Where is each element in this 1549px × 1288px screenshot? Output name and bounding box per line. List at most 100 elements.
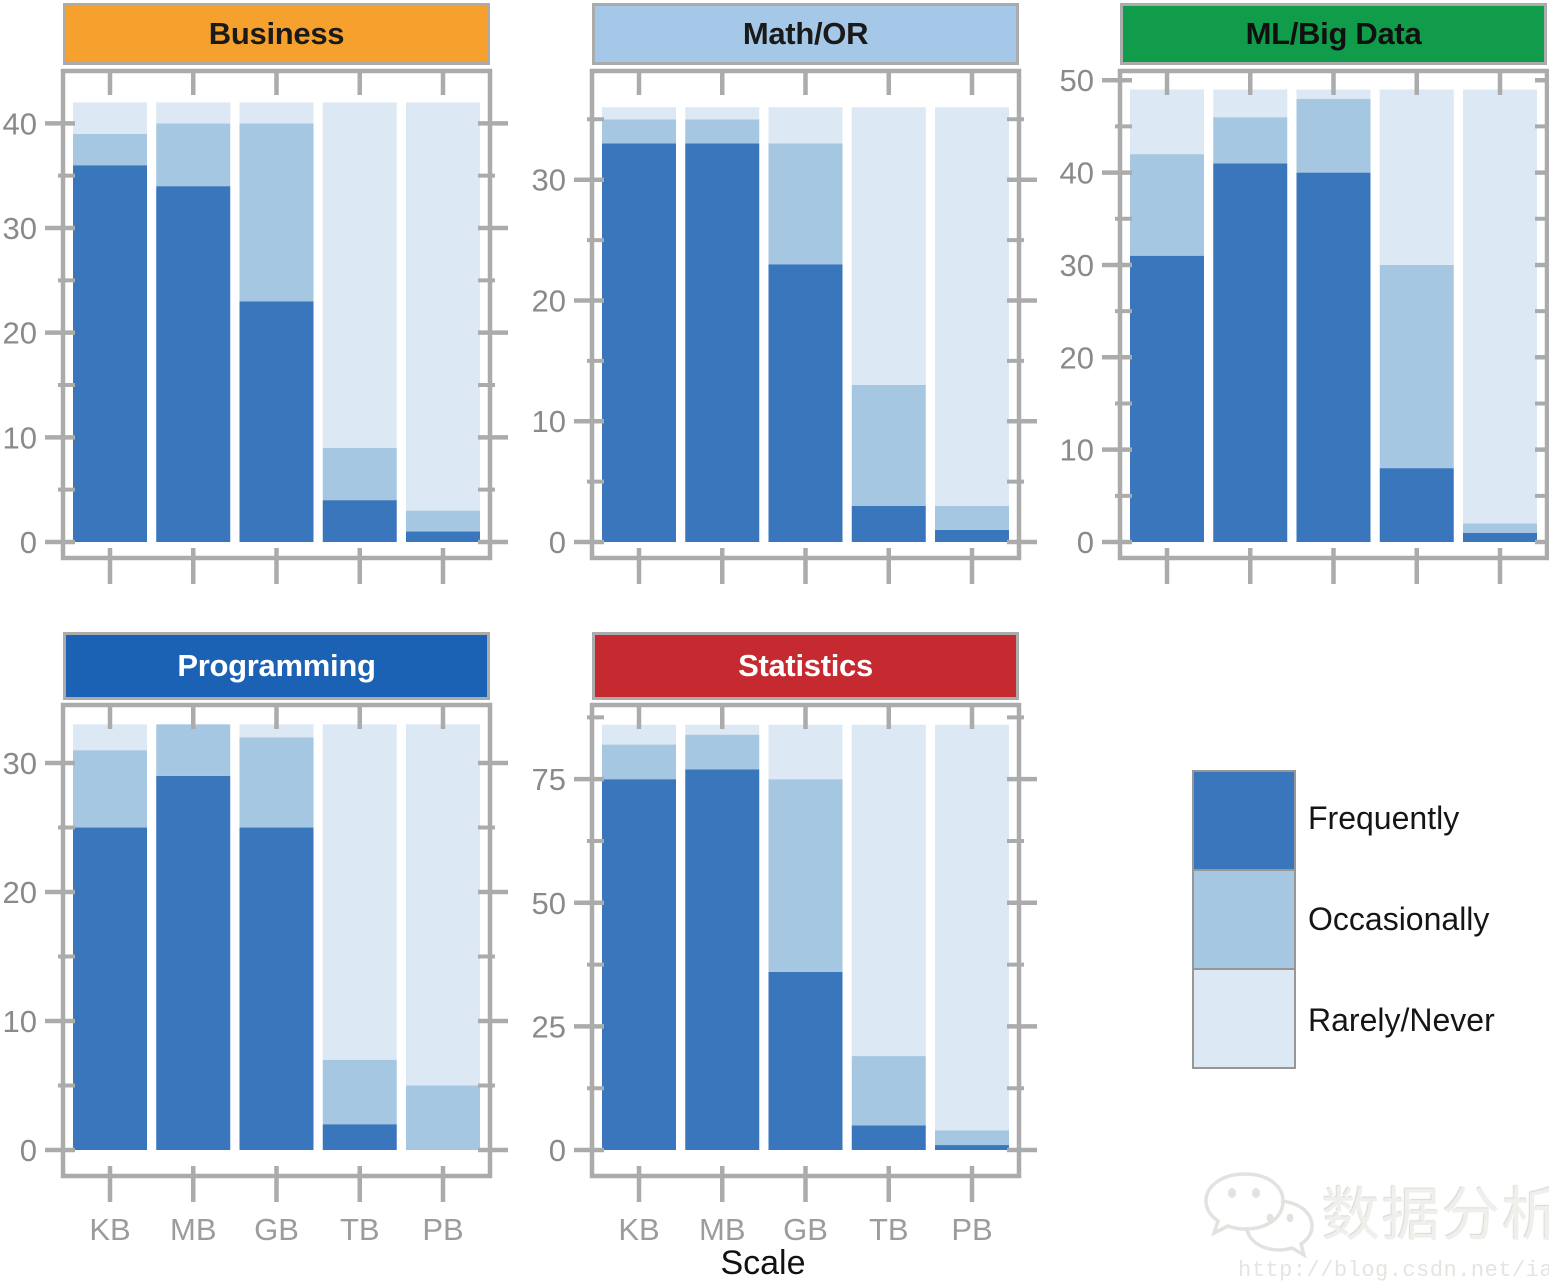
bar-segment-rarely-never-kb-ml — [1130, 89, 1204, 155]
bar-segment-occasionally-tb-ml — [1379, 264, 1454, 469]
bar-segment-frequently-gb-ml — [1296, 172, 1371, 542]
x-tick-label-mb-statistics: MB — [699, 1212, 746, 1247]
y-tick-label: 30 — [1060, 248, 1094, 283]
bar-segment-frequently-gb-mathor — [768, 264, 843, 542]
bar-segment-frequently-mb-ml — [1213, 163, 1288, 542]
y-tick-label: 0 — [20, 1133, 37, 1168]
panel-title-math-or: Math/OR — [742, 16, 869, 51]
bar-segment-frequently-gb-programming — [239, 827, 314, 1150]
bar-segment-occasionally-gb-programming — [239, 737, 314, 828]
y-tick-label: 40 — [1060, 156, 1094, 191]
panel-title-statistics: Statistics — [738, 648, 873, 683]
legend — [1192, 770, 1296, 1069]
panel-title-ml-big-data: ML/Big Data — [1245, 16, 1422, 51]
bar-segment-rarely-never-tb-mathor — [851, 107, 926, 385]
bar-segment-occasionally-kb-mathor — [602, 119, 676, 144]
bar-segment-rarely-never-gb-statistics — [768, 724, 843, 780]
bar-segment-frequently-tb-business — [322, 500, 397, 542]
legend-swatch-rarely-never — [1192, 968, 1296, 1069]
y-tick-label: 20 — [1060, 340, 1094, 375]
bar-segment-occasionally-gb-business — [239, 123, 314, 302]
bar-segment-occasionally-kb-programming — [73, 750, 147, 828]
wechat-icon — [1204, 1172, 1314, 1259]
bar-segment-occasionally-pb-statistics — [935, 1130, 1009, 1146]
bar-segment-frequently-kb-statistics — [602, 779, 676, 1150]
bar-segment-frequently-gb-statistics — [768, 972, 843, 1150]
y-tick-label: 10 — [1060, 433, 1094, 468]
bar-segment-frequently-mb-programming — [156, 775, 231, 1150]
bar-segment-occasionally-pb-ml — [1463, 523, 1537, 533]
x-tick-label-pb-statistics: PB — [951, 1212, 992, 1247]
bar-segment-occasionally-mb-statistics — [685, 734, 760, 770]
y-tick-label: 75 — [532, 762, 566, 797]
legend-label-frequently: Frequently — [1308, 800, 1460, 836]
y-tick-label: 20 — [532, 283, 566, 318]
bar-segment-occasionally-mb-ml — [1213, 117, 1288, 164]
bar-segment-rarely-never-gb-business — [239, 102, 314, 124]
bar-segment-frequently-mb-business — [156, 186, 231, 542]
y-tick-label: 30 — [3, 746, 37, 781]
x-axis-title: Scale — [720, 1244, 806, 1282]
bar-segment-rarely-never-kb-statistics — [602, 724, 676, 745]
bar-segment-frequently-tb-ml — [1379, 468, 1454, 542]
x-tick-label-gb-statistics: GB — [783, 1212, 828, 1247]
y-tick-label: 30 — [3, 211, 37, 246]
panel-title-business: Business — [208, 16, 345, 51]
legend-swatch-frequently — [1192, 770, 1296, 871]
x-tick-label-tb-programming: TB — [340, 1212, 380, 1247]
panel-header-ml-big-data: ML/Big Data — [1120, 3, 1547, 65]
x-tick-label-kb-programming: KB — [89, 1212, 130, 1247]
bar-segment-frequently-gb-business — [239, 301, 314, 542]
y-tick-label: 0 — [549, 1133, 566, 1168]
bar-segment-rarely-never-pb-programming — [406, 724, 480, 1086]
panel-header-statistics: Statistics — [592, 632, 1019, 700]
bar-segment-occasionally-kb-ml — [1130, 154, 1204, 256]
bar-segment-frequently-kb-mathor — [602, 143, 676, 542]
panel-header-programming: Programming — [63, 632, 490, 700]
y-tick-label: 0 — [549, 525, 566, 560]
panel-header-business: Business — [63, 3, 490, 65]
legend-swatch-occasionally — [1192, 869, 1296, 970]
bar-segment-frequently-tb-programming — [322, 1124, 397, 1150]
bar-segment-occasionally-mb-business — [156, 123, 231, 187]
bar-segment-rarely-never-gb-programming — [239, 724, 314, 738]
bar-segment-occasionally-tb-programming — [322, 1059, 397, 1125]
bar-segment-frequently-kb-ml — [1130, 255, 1204, 543]
legend-label-rarely-never: Rarely/Never — [1308, 1002, 1495, 1038]
bar-segment-frequently-tb-mathor — [851, 505, 926, 542]
bar-segment-occasionally-kb-business — [73, 133, 147, 166]
x-tick-label-tb-statistics: TB — [869, 1212, 909, 1247]
bar-segment-frequently-pb-ml — [1463, 532, 1537, 542]
y-tick-label: 10 — [3, 420, 37, 455]
bar-segment-frequently-pb-business — [406, 531, 480, 542]
bar-segment-occasionally-tb-business — [322, 447, 397, 501]
x-tick-label-mb-programming: MB — [170, 1212, 217, 1247]
bar-segment-occasionally-pb-mathor — [935, 505, 1009, 530]
watermark-title: 数据分析 — [1322, 1183, 1549, 1248]
panel-title-programming: Programming — [177, 648, 376, 683]
bar-segment-occasionally-tb-statistics — [851, 1056, 926, 1126]
bar-segment-frequently-mb-mathor — [685, 143, 760, 542]
bar-segment-rarely-never-mb-statistics — [685, 724, 760, 735]
bar-segment-rarely-never-mb-mathor — [685, 107, 760, 120]
y-tick-label: 40 — [3, 106, 37, 141]
bar-segment-rarely-never-tb-statistics — [851, 724, 926, 1057]
bar-segment-rarely-never-pb-mathor — [935, 107, 1009, 506]
bar-segment-rarely-never-pb-business — [406, 102, 480, 511]
bar-segment-rarely-never-gb-mathor — [768, 107, 843, 144]
bar-segment-rarely-never-kb-business — [73, 102, 147, 134]
y-tick-label: 50 — [1060, 63, 1094, 98]
bar-segment-frequently-pb-statistics — [935, 1145, 1009, 1150]
bar-segment-frequently-mb-statistics — [685, 769, 760, 1150]
bar-segment-occasionally-kb-statistics — [602, 744, 676, 780]
bar-segment-rarely-never-tb-ml — [1379, 89, 1454, 265]
legend-label-occasionally: Occasionally — [1308, 901, 1490, 937]
y-tick-label: 50 — [532, 886, 566, 921]
bar-segment-occasionally-pb-programming — [406, 1085, 480, 1150]
bar-segment-frequently-pb-mathor — [935, 529, 1009, 542]
watermark-url: http://blog.csdn.net/iascchen — [1238, 1258, 1549, 1283]
bar-segment-rarely-never-pb-ml — [1463, 89, 1537, 524]
y-tick-label: 20 — [3, 316, 37, 351]
